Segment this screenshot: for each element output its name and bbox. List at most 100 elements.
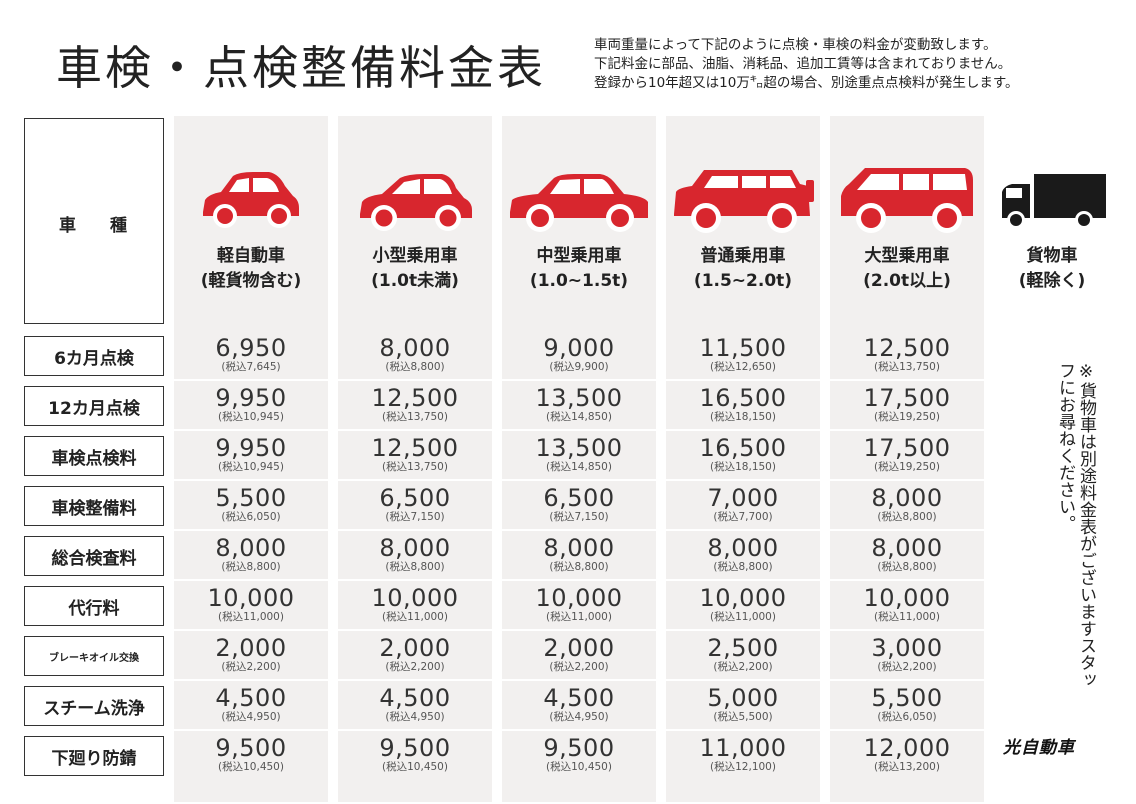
tax-included-price: (税込7,645) [221, 361, 281, 373]
row-divider [174, 729, 992, 731]
price-cell: 10,000 (税込11,000) [830, 586, 984, 624]
price-value: 12,500 [863, 334, 951, 362]
tax-included-price: (税込13,750) [874, 361, 940, 373]
price-cell: 12,000 (税込13,200) [830, 736, 984, 774]
tax-included-price: (税込2,200) [549, 661, 609, 673]
vehicle-name: 貨物車 (軽除く) [1018, 246, 1086, 291]
tax-included-price: (税込10,450) [218, 761, 284, 773]
price-cell: 11,000 (税込12,100) [666, 736, 820, 774]
price-value: 2,000 [215, 634, 287, 662]
kei-car-icon [174, 166, 328, 236]
price-value: 10,000 [371, 584, 459, 612]
price-value: 6,500 [379, 484, 451, 512]
price-value: 2,500 [707, 634, 779, 662]
price-value: 10,000 [699, 584, 787, 612]
price-cell: 8,000 (税込8,800) [502, 536, 656, 574]
truck-side-note: ※貨物車は別途料金表がございますスタッフにお尋ねください。 [1055, 362, 1096, 688]
page-title: 車検・点検整備料金表 [56, 41, 546, 95]
vehicle-name: 小型乗用車 (1.0t未満) [371, 246, 459, 291]
price-value: 16,500 [699, 384, 787, 412]
price-value: 10,000 [207, 584, 295, 612]
tax-included-price: (税込4,950) [385, 711, 445, 723]
row-divider [174, 429, 992, 431]
tax-included-price: (税込2,200) [385, 661, 445, 673]
price-value: 8,000 [215, 534, 287, 562]
tax-included-price: (税込4,950) [221, 711, 281, 723]
price-cell: 4,500 (税込4,950) [502, 686, 656, 724]
row-divider [174, 479, 992, 481]
price-value: 13,500 [535, 384, 623, 412]
tax-included-price: (税込8,800) [549, 561, 609, 573]
price-value: 2,000 [543, 634, 615, 662]
price-cell: 11,500 (税込12,650) [666, 336, 820, 374]
price-cell: 12,500 (税込13,750) [830, 336, 984, 374]
price-cell: 9,500 (税込10,450) [174, 736, 328, 774]
price-value: 16,500 [699, 434, 787, 462]
price-value: 6,950 [215, 334, 287, 362]
note-line: 車両重量によって下記のように点検・車検の料金が変動致します。 [594, 37, 997, 53]
price-cell: 7,000 (税込7,700) [666, 486, 820, 524]
tax-included-price: (税込11,000) [874, 611, 940, 623]
price-cell: 12,500 (税込13,750) [338, 436, 492, 474]
tax-included-price: (税込12,650) [710, 361, 776, 373]
tax-included-price: (税込10,945) [218, 411, 284, 423]
column-bg [830, 116, 984, 802]
tax-included-price: (税込6,050) [877, 711, 937, 723]
row-divider [174, 379, 992, 381]
tax-included-price: (税込2,200) [221, 661, 281, 673]
price-cell: 10,000 (税込11,000) [174, 586, 328, 624]
price-value: 9,950 [215, 384, 287, 412]
price-cell: 16,500 (税込18,150) [666, 436, 820, 474]
tax-included-price: (税込11,000) [382, 611, 448, 623]
price-value: 2,000 [379, 634, 451, 662]
tax-included-price: (税込5,500) [713, 711, 773, 723]
price-value: 9,500 [215, 734, 287, 762]
tax-included-price: (税込8,800) [877, 561, 937, 573]
price-cell: 2,000 (税込2,200) [502, 636, 656, 674]
tax-included-price: (税込2,200) [877, 661, 937, 673]
vehicle-name: 中型乗用車 (1.0~1.5t) [529, 246, 629, 291]
price-value: 9,500 [543, 734, 615, 762]
tax-included-price: (税込7,700) [713, 511, 773, 523]
price-cell: 5,500 (税込6,050) [830, 686, 984, 724]
tax-included-price: (税込14,850) [546, 411, 612, 423]
price-value: 17,500 [863, 384, 951, 412]
price-cell: 8,000 (税込8,800) [666, 536, 820, 574]
price-cell: 2,000 (税込2,200) [338, 636, 492, 674]
price-cell: 10,000 (税込11,000) [338, 586, 492, 624]
tax-included-price: (税込8,800) [385, 361, 445, 373]
tax-included-price: (税込18,150) [710, 461, 776, 473]
tax-included-price: (税込19,250) [874, 461, 940, 473]
row-label: 車検点検料 [24, 436, 164, 476]
price-value: 8,000 [707, 534, 779, 562]
tax-included-price: (税込8,800) [385, 561, 445, 573]
row-label: 下廻り防錆 [24, 736, 164, 776]
row-divider [174, 679, 992, 681]
price-value: 17,500 [863, 434, 951, 462]
price-value: 12,500 [371, 434, 459, 462]
tax-included-price: (税込13,200) [874, 761, 940, 773]
column-bg [666, 116, 820, 802]
tax-included-price: (税込10,450) [546, 761, 612, 773]
row-label: スチーム洗浄 [24, 686, 164, 726]
tax-included-price: (税込4,950) [549, 711, 609, 723]
price-value: 13,500 [535, 434, 623, 462]
row-divider [174, 629, 992, 631]
price-cell: 12,500 (税込13,750) [338, 386, 492, 424]
van-icon [830, 166, 984, 236]
price-value: 8,000 [379, 534, 451, 562]
price-value: 5,500 [871, 684, 943, 712]
tax-included-price: (税込19,250) [874, 411, 940, 423]
company-logo: 光自動車 [1003, 738, 1075, 758]
tax-included-price: (税込12,100) [710, 761, 776, 773]
price-value: 3,000 [871, 634, 943, 662]
price-cell: 2,500 (税込2,200) [666, 636, 820, 674]
tax-included-price: (税込13,750) [382, 411, 448, 423]
tax-included-price: (税込18,150) [710, 411, 776, 423]
row-label: 車検整備料 [24, 486, 164, 526]
price-value: 5,500 [215, 484, 287, 512]
price-value: 9,000 [543, 334, 615, 362]
price-cell: 10,000 (税込11,000) [666, 586, 820, 624]
price-value: 12,000 [863, 734, 951, 762]
tax-included-price: (税込10,450) [382, 761, 448, 773]
